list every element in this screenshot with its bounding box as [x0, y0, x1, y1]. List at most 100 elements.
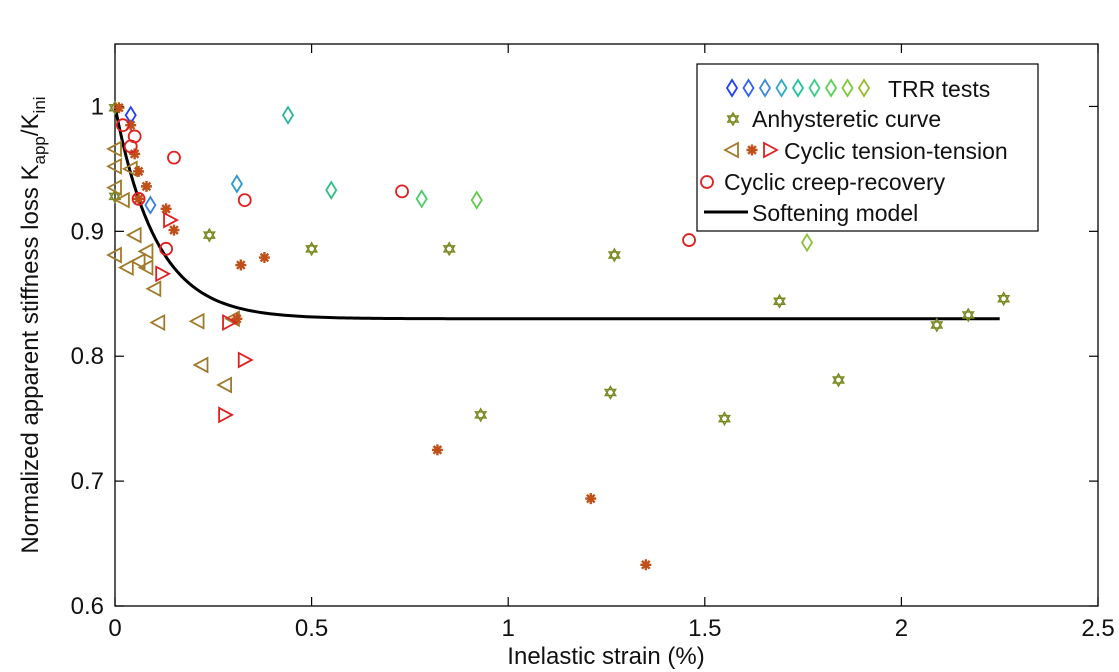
series-circle [115, 118, 696, 256]
data-point [202, 227, 216, 243]
data-point [167, 150, 181, 165]
data-point [133, 165, 145, 177]
series-tri-right [155, 211, 254, 424]
data-point [831, 372, 845, 388]
legend-trr-diamond [841, 78, 854, 98]
legend-creep-marker [700, 175, 714, 189]
legend-trr-diamond [775, 78, 788, 98]
data-point [237, 351, 254, 369]
data-point [144, 195, 157, 215]
x-tick-label: 2.5 [1081, 615, 1114, 642]
data-point [395, 184, 409, 199]
data-point [961, 307, 975, 323]
data-point [106, 179, 122, 197]
data-point [235, 259, 247, 271]
data-point [125, 226, 142, 244]
legend-trr-diamond [791, 78, 805, 98]
legend-trr-diamond [857, 78, 871, 98]
data-point [163, 211, 179, 229]
data-point [431, 444, 443, 456]
y-tick-label: 0.8 [71, 343, 104, 370]
data-points-layer [106, 100, 1011, 571]
y-axis-ticks: 0.6 0.7 0.8 0.9 1 [71, 93, 1098, 620]
data-point [640, 559, 652, 571]
data-point [160, 203, 172, 215]
series-star6 [108, 100, 1011, 427]
data-point [123, 139, 138, 154]
data-point [603, 384, 617, 400]
data-point [231, 313, 243, 325]
legend-creep-circle [700, 175, 714, 189]
x-tick-label: 0 [108, 615, 121, 642]
x-axis-label: Inelastic strain (%) [507, 643, 704, 670]
data-point [113, 102, 125, 114]
data-point [108, 188, 122, 204]
data-point [137, 242, 154, 260]
y-tick-label: 0.9 [71, 218, 104, 245]
data-point [159, 241, 174, 256]
legend-trr-diamond [824, 78, 838, 98]
data-point [168, 224, 180, 236]
data-point [930, 317, 944, 333]
data-point [442, 241, 456, 257]
legend-label-tension: Cyclic tension-tension [784, 138, 1008, 164]
data-point [216, 376, 232, 394]
y-axis-label-main: Normalized apparent stiffness loss K [17, 165, 44, 554]
y-tick-label: 0.6 [71, 593, 104, 620]
legend-trr-diamond [758, 78, 772, 98]
x-tick-label: 1 [502, 615, 515, 642]
y-axis-label: Normalized apparent stiffness loss Kapp/… [17, 96, 49, 553]
legend-anhysteretic-marker [726, 111, 740, 127]
legend-trr-diamond [742, 78, 755, 98]
data-point [117, 259, 134, 277]
data-point [281, 105, 295, 125]
data-point [325, 180, 338, 200]
legend-label-trr: TRR tests [888, 76, 990, 102]
data-point [125, 119, 137, 131]
legend-tension-right-triangle [763, 141, 779, 159]
data-point [230, 174, 243, 194]
data-point [192, 356, 209, 374]
data-point [140, 180, 152, 192]
data-point [149, 313, 166, 332]
data-point [145, 280, 162, 298]
data-point [218, 406, 234, 424]
data-point [113, 191, 130, 209]
data-point [222, 313, 238, 332]
legend-label-creep: Cyclic creep-recovery [724, 169, 946, 195]
legend-trr-diamond [725, 78, 739, 98]
data-point [717, 411, 731, 427]
data-point [106, 246, 122, 264]
legend-anhysteretic-star [726, 111, 740, 127]
legend-label-anhysteretic: Anhysteretic curve [752, 106, 941, 132]
legend-tension-asterisk [746, 144, 758, 156]
data-point [155, 265, 172, 283]
data-point [607, 247, 621, 263]
data-point [106, 140, 122, 158]
data-point [470, 190, 483, 210]
x-tick-label: 1.5 [688, 615, 721, 642]
y-axis-label-sub-ini: ini [30, 96, 49, 113]
x-tick-label: 2 [895, 615, 908, 642]
data-point [415, 189, 428, 209]
legend-label-model: Softening model [752, 200, 918, 226]
legend: TRR tests Anhysteretic curve Cyclic tens… [696, 63, 1039, 232]
legend-tension-left-triangle [723, 141, 739, 159]
y-axis-label-mid: /K [17, 113, 44, 136]
data-point [773, 293, 787, 309]
series-asterisk [113, 102, 652, 571]
y-tick-label: 0.7 [71, 468, 104, 495]
data-point [997, 291, 1011, 307]
legend-trr-diamond [808, 78, 821, 98]
softening-model-curve [113, 106, 1000, 321]
data-point [133, 193, 145, 205]
y-tick-label: 1 [91, 93, 104, 120]
data-point [800, 232, 814, 253]
data-point [129, 252, 146, 270]
legend-trr-markers [725, 78, 871, 98]
legend-tension-markers [723, 141, 779, 159]
data-point [474, 407, 488, 423]
y-axis-label-sub-app: app [30, 136, 49, 164]
softening-model-layer [113, 106, 1000, 321]
